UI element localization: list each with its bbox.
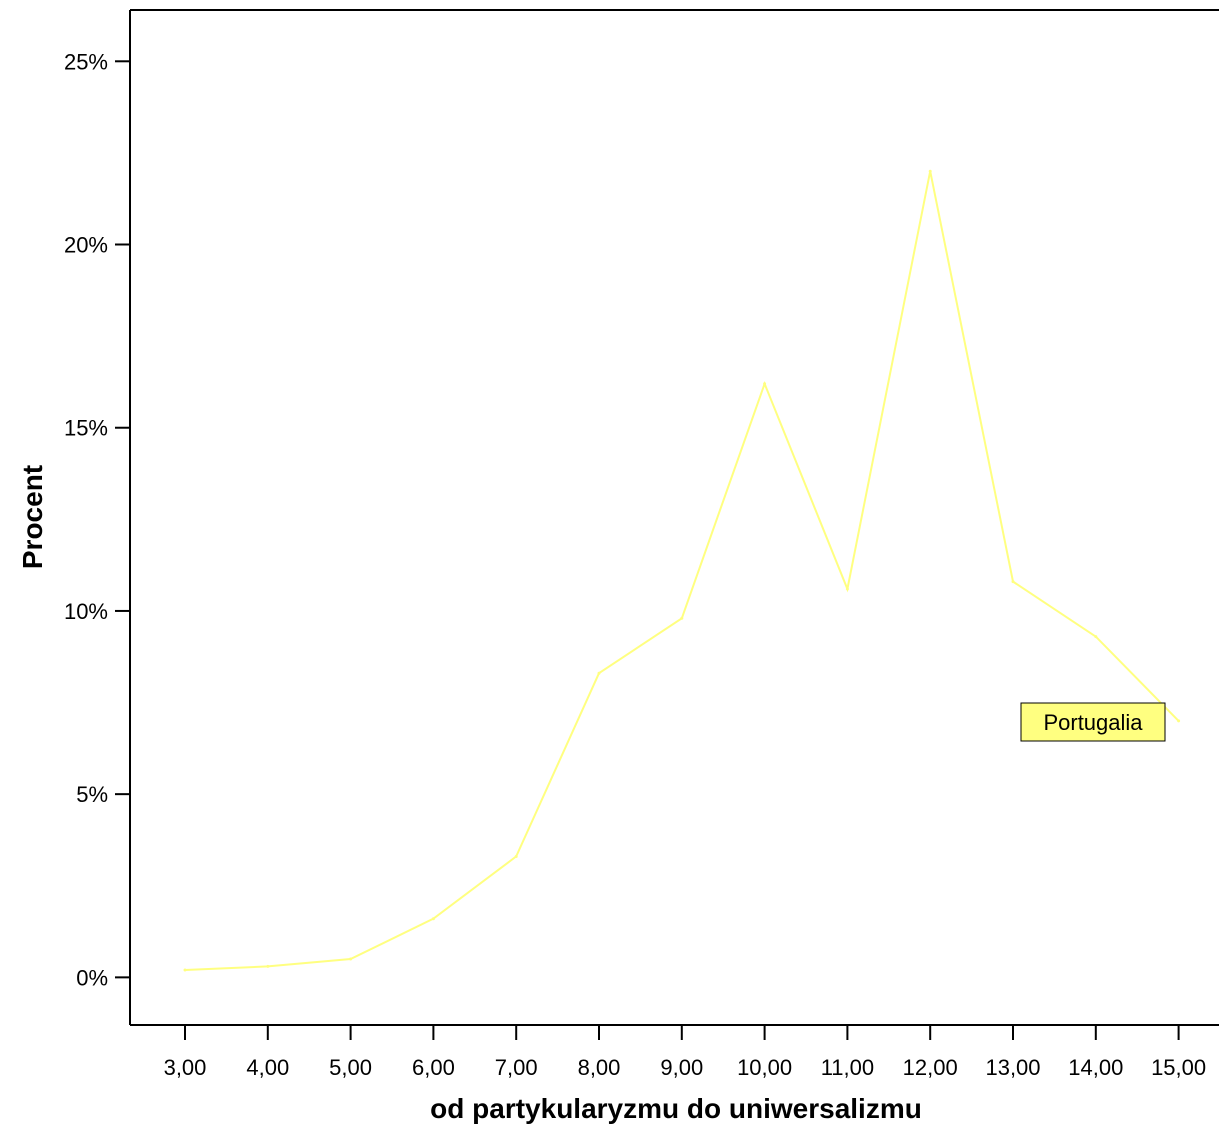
x-tick-label: 6,00 [412,1055,455,1080]
data-point [514,854,518,858]
data-point [349,957,353,961]
x-axis-ticks: 3,00 4,00 5,00 6,00 7,00 8,00 9,00 10,00 11,00 12… [164,1025,1206,1080]
x-tick-label: 9,00 [660,1055,703,1080]
y-tick-label: 10% [64,599,108,624]
data-point [1177,719,1181,723]
y-axis-ticks: 0% 5% 10% 15% 20% 25% [64,49,130,990]
data-point [1094,635,1098,639]
data-point [763,382,767,386]
data-point [597,671,601,675]
series-label-box [1020,702,1166,742]
series-label-text: Portugalia [1043,710,1143,735]
data-point [845,587,849,591]
x-tick-label: 8,00 [578,1055,621,1080]
x-axis-title: od partykularyzmu do uniwersalizmu [430,1093,922,1124]
x-tick-label: 3,00 [164,1055,207,1080]
y-tick-label: 0% [76,965,108,990]
y-tick-label: 20% [64,233,108,258]
series-layer [183,169,1181,972]
x-tick-label: 12,00 [903,1055,958,1080]
x-tick-label: 7,00 [495,1055,538,1080]
data-point [1011,580,1015,584]
y-axis-title: Procent [17,465,48,569]
x-tick-label: 10,00 [737,1055,792,1080]
data-point [680,616,684,620]
x-tick-label: 4,00 [246,1055,289,1080]
data-point [266,964,270,968]
data-point [431,917,435,921]
x-tick-label: 14,00 [1068,1055,1123,1080]
series-label: Portugalia [1020,702,1166,742]
y-tick-label: 5% [76,782,108,807]
x-tick-label: 13,00 [985,1055,1040,1080]
x-tick-label: 5,00 [329,1055,372,1080]
y-tick-label: 25% [64,49,108,74]
x-tick-label: 11,00 [821,1055,874,1080]
series-line [184,171,1180,971]
x-tick-label: 15,00 [1151,1055,1206,1080]
data-point [183,968,187,972]
data-point [928,169,932,173]
y-tick-label: 15% [64,416,108,441]
plot-area: 0% 5% 10% 15% 20% 25% 3,00 4,00 5,00 6,00 7,00 8,0… [64,9,1219,1080]
